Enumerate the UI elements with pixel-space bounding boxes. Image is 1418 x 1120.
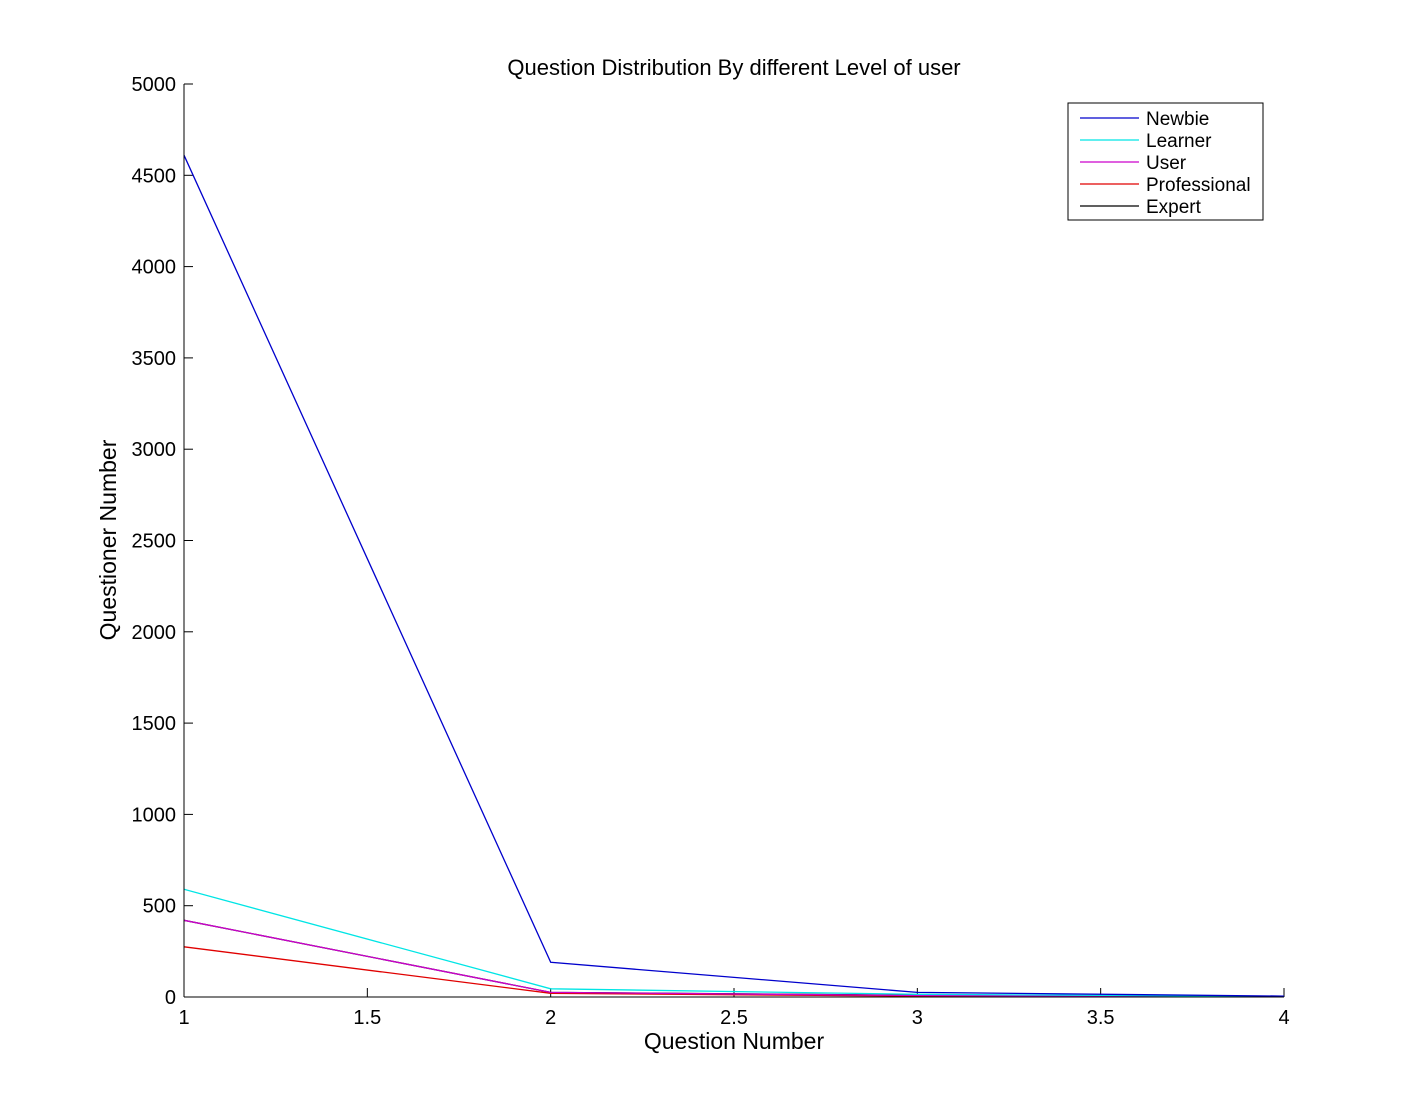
y-tick-label: 500 bbox=[143, 896, 176, 918]
x-tick-label: 4 bbox=[1278, 1007, 1289, 1029]
series-line-expert bbox=[183, 919, 1285, 998]
legend-label-professional: Professional bbox=[1146, 175, 1251, 196]
legend-label-user: User bbox=[1146, 153, 1187, 174]
y-tick-label: 3500 bbox=[132, 348, 177, 370]
series-line-newbie bbox=[183, 154, 1285, 997]
legend-label-expert: Expert bbox=[1146, 197, 1202, 218]
plot-area bbox=[183, 154, 1285, 998]
y-tick-label: 5000 bbox=[132, 74, 177, 96]
series-line-user bbox=[183, 919, 1285, 998]
y-tick-label: 0 bbox=[165, 987, 176, 1009]
y-tick-label: 2000 bbox=[132, 622, 177, 644]
y-axis: 0 500 1000 1500 2000 2500 3000 3500 4000 4500 5000 bbox=[132, 74, 193, 1009]
y-tick-label: 4000 bbox=[132, 257, 177, 279]
legend-label-newbie: Newbie bbox=[1146, 109, 1209, 130]
x-tick-label: 1 bbox=[178, 1007, 189, 1029]
x-tick-label: 3 bbox=[912, 1007, 923, 1029]
x-tick-label: 2 bbox=[545, 1007, 556, 1029]
y-tick-label: 2500 bbox=[132, 531, 177, 553]
y-tick-label: 1500 bbox=[132, 713, 177, 735]
y-tick-label: 3000 bbox=[132, 439, 177, 461]
chart-title: Question Distribution By different Level… bbox=[507, 55, 960, 80]
y-tick-label: 1000 bbox=[132, 804, 177, 826]
x-axis: 1 1.5 2 2.5 3 3.5 4 bbox=[178, 988, 1290, 1029]
x-axis-title: Question Number bbox=[644, 1028, 825, 1054]
y-tick-label: 4500 bbox=[132, 165, 177, 187]
x-tick-label: 1.5 bbox=[353, 1007, 381, 1029]
y-axis-title: Questioner Number bbox=[95, 439, 121, 640]
x-tick-label: 3.5 bbox=[1087, 1007, 1115, 1029]
legend-label-learner: Learner bbox=[1146, 131, 1212, 152]
series-line-learner bbox=[183, 888, 1285, 998]
x-tick-label: 2.5 bbox=[720, 1007, 748, 1029]
